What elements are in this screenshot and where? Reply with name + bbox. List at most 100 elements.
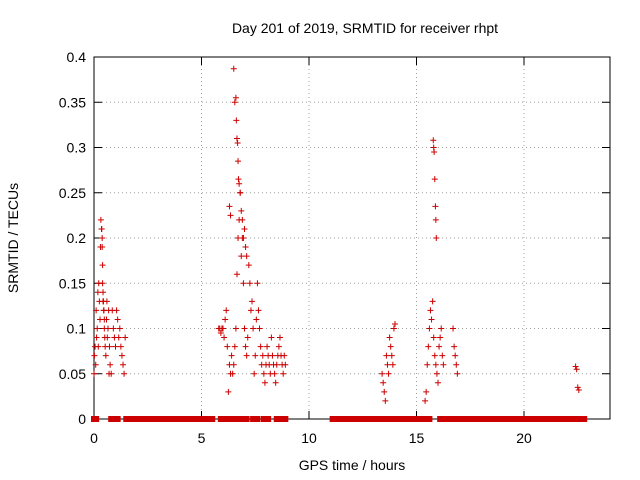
data-point-plus: [275, 343, 282, 350]
data-point-plus: [573, 366, 580, 373]
data-point-plus: [118, 352, 125, 359]
data-point-plus: [381, 388, 388, 395]
zero-level-segment: [570, 416, 588, 422]
data-point-plus: [112, 343, 119, 350]
data-point-plus: [230, 65, 237, 72]
data-point-plus: [250, 325, 257, 332]
data-point-plus: [245, 262, 252, 269]
data-point-plus: [230, 361, 237, 368]
y-tick-label: 0.05: [59, 366, 86, 382]
data-point-plus: [221, 334, 228, 341]
data-point-plus: [257, 343, 264, 350]
data-point-plus: [106, 343, 113, 350]
data-point-plus: [264, 343, 271, 350]
data-point-plus: [572, 363, 579, 370]
data-point-plus: [237, 189, 244, 196]
data-point-plus: [100, 307, 107, 314]
data-point-plus: [273, 361, 280, 368]
y-tick-label: 0.1: [67, 321, 87, 337]
y-tick-label: 0.35: [59, 94, 86, 110]
data-point-plus: [430, 334, 437, 341]
data-point-plus: [235, 176, 242, 183]
data-point-plus: [439, 352, 446, 359]
data-point-plus: [251, 370, 258, 377]
data-point-plus: [453, 361, 460, 368]
data-point-plus: [244, 334, 251, 341]
plot-frame: [93, 56, 611, 420]
data-point-plus: [91, 352, 98, 359]
data-point-plus: [268, 334, 275, 341]
data-point-plus: [440, 361, 447, 368]
y-tick-label: 0.4: [67, 49, 87, 65]
data-point-plus: [431, 352, 438, 359]
x-axis-label: GPS time / hours: [299, 457, 406, 473]
data-point-plus: [280, 370, 287, 377]
data-point-plus: [261, 379, 268, 386]
data-point-plus: [220, 325, 226, 332]
x-tick-label: 15: [409, 430, 425, 446]
data-point-plus: [254, 280, 261, 287]
zero-level-segment: [250, 416, 261, 422]
data-point-plus: [233, 271, 240, 278]
data-point-plus: [241, 325, 248, 332]
data-points: [91, 65, 588, 422]
data-point-plus: [224, 343, 231, 350]
data-point-plus: [225, 388, 232, 395]
data-point-plus: [99, 244, 106, 251]
zero-level-segment: [437, 416, 454, 422]
data-point-plus: [255, 307, 262, 314]
data-point-plus: [231, 99, 238, 106]
data-point-plus: [243, 253, 250, 260]
data-point-plus: [243, 352, 250, 359]
data-point-plus: [271, 370, 278, 377]
data-point-plus: [110, 325, 117, 332]
data-point-plus: [437, 334, 444, 341]
data-point-plus: [276, 334, 283, 341]
y-tick-label: 0: [78, 411, 86, 427]
y-tick-label: 0.3: [67, 140, 87, 156]
data-point-plus: [384, 361, 391, 368]
data-point-plus: [104, 325, 111, 332]
data-point-plus: [432, 203, 439, 210]
data-point-plus: [114, 316, 121, 323]
data-point-plus: [388, 352, 395, 359]
data-point-plus: [433, 370, 440, 377]
data-point-plus: [436, 343, 443, 350]
data-point-plus: [382, 397, 389, 404]
data-point-plus: [433, 235, 440, 241]
data-point-plus: [256, 325, 263, 332]
data-point-plus: [95, 343, 102, 350]
data-point-plus: [392, 320, 398, 327]
data-point-plus: [239, 216, 246, 223]
data-point-plus: [99, 235, 106, 241]
data-point-plus: [429, 298, 436, 305]
data-point-plus: [260, 370, 267, 377]
axis-ticks: 0 0.05 0.1 0.15 0.2 0.25 0.3 0.35 0.4 0 5 10 15 20: [59, 49, 610, 446]
data-point-plus: [94, 289, 101, 296]
data-point-plus: [234, 139, 241, 146]
data-point-plus: [242, 244, 249, 251]
data-point-plus: [380, 379, 387, 386]
data-point-plus: [428, 316, 435, 323]
zero-level-segment: [217, 416, 239, 422]
data-point-plus: [94, 325, 101, 332]
zero-level-segment: [376, 416, 420, 422]
zero-level-segment: [417, 416, 433, 422]
chart-title: Day 201 of 2019, SRMTID for receiver rhp…: [232, 20, 498, 36]
data-point-plus: [247, 307, 254, 314]
data-point-plus: [217, 330, 224, 337]
data-point-plus: [117, 343, 124, 350]
data-point-plus: [451, 343, 458, 350]
data-point-plus: [101, 316, 108, 323]
data-point-plus: [108, 370, 115, 377]
data-point-plus: [107, 361, 114, 368]
data-point-plus: [574, 384, 581, 391]
data-point-plus: [387, 343, 394, 350]
data-point-plus: [249, 298, 256, 305]
zero-level-segment: [237, 416, 250, 422]
data-point-plus: [238, 207, 245, 214]
data-point-plus: [385, 370, 392, 377]
data-point-plus: [435, 379, 441, 386]
y-axis-label: SRMTID / TECUs: [5, 183, 21, 293]
data-point-plus: [383, 352, 390, 359]
